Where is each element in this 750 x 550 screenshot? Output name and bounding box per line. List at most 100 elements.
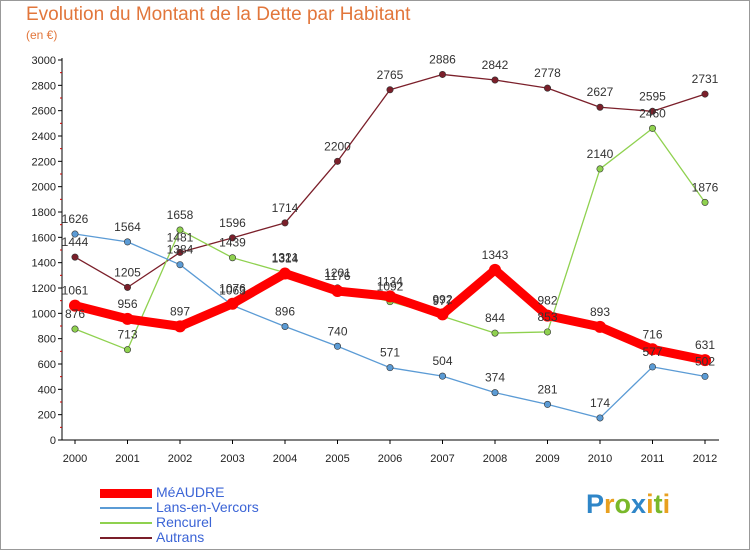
data-point: [384, 290, 396, 303]
legend-label: MéAUDRE: [156, 484, 225, 500]
x-tick-label: 2002: [168, 453, 192, 465]
y-tick-label: 800: [38, 334, 56, 346]
data-label: 571: [380, 346, 400, 360]
legend-swatch: [100, 537, 152, 539]
data-point: [71, 253, 79, 261]
data-point: [71, 230, 79, 238]
data-point: [229, 234, 237, 242]
chart-title: Evolution du Montant de la Dette par Hab…: [26, 4, 411, 25]
x-tick-label: 2010: [588, 453, 612, 465]
data-point: [543, 400, 551, 408]
y-tick-label: 200: [38, 410, 56, 422]
data-point: [333, 342, 341, 350]
data-label: 1343: [482, 248, 509, 262]
data-label: 1092: [377, 280, 404, 294]
data-label: 1626: [62, 212, 89, 226]
data-label: 1063: [219, 283, 246, 297]
data-point: [596, 165, 604, 173]
x-tick-label: 2004: [273, 453, 297, 465]
data-label: 1658: [167, 208, 194, 222]
data-point: [176, 248, 184, 256]
data-label: 992: [432, 292, 452, 306]
legend-swatch: [100, 522, 152, 524]
legend-label: Rencurel: [156, 514, 213, 530]
data-point: [226, 297, 239, 310]
data-point: [701, 198, 709, 206]
x-tick-label: 2007: [430, 453, 454, 465]
data-label: 1321: [272, 251, 299, 265]
data-label: 982: [537, 294, 557, 308]
data-point: [438, 372, 446, 380]
data-point: [124, 283, 132, 291]
data-label: 956: [117, 297, 137, 311]
y-tick-label: 2400: [32, 131, 56, 143]
data-point: [541, 309, 554, 322]
data-label: 1876: [692, 180, 719, 194]
x-tick-label: 2008: [483, 453, 507, 465]
data-point: [281, 219, 289, 227]
logo-letter: P: [586, 489, 605, 519]
data-label: 174: [590, 396, 610, 410]
y-tick-label: 1200: [32, 283, 56, 295]
x-tick-label: 2003: [220, 453, 244, 465]
data-label: 2595: [639, 89, 666, 103]
data-point: [596, 103, 604, 111]
data-point: [646, 343, 659, 356]
data-label: 1481: [167, 230, 194, 244]
logo-letter: r: [604, 489, 615, 519]
data-point: [69, 299, 81, 312]
data-label: 1444: [62, 235, 89, 249]
y-tick-label: 0: [50, 435, 56, 447]
data-point: [648, 124, 656, 132]
data-label: 2842: [482, 58, 509, 72]
data-label: 502: [695, 354, 715, 368]
data-point: [543, 328, 551, 336]
y-tick-label: 600: [38, 359, 56, 371]
y-tick-label: 2800: [32, 80, 56, 92]
data-label: 1134: [377, 274, 403, 288]
data-point: [281, 323, 289, 331]
data-label: 893: [590, 305, 610, 319]
data-point: [124, 238, 132, 246]
data-label: 1201: [324, 266, 351, 280]
legend-label: Autrans: [156, 529, 205, 545]
data-label: 2886: [429, 52, 456, 66]
y-tick-label: 2200: [32, 156, 56, 168]
data-label: 504: [432, 354, 452, 368]
data-point: [648, 363, 656, 371]
data-label: 897: [170, 304, 190, 318]
y-tick-label: 1800: [32, 207, 56, 219]
data-label: 631: [695, 338, 715, 352]
data-label: 853: [537, 310, 557, 324]
data-label: 716: [642, 327, 662, 341]
data-label: 1439: [219, 236, 246, 250]
legend-label: Lans-en-Vercors: [156, 499, 259, 515]
logo-letter: o: [614, 489, 632, 519]
data-label: 713: [117, 328, 137, 342]
data-point: [699, 354, 711, 367]
data-label: 740: [327, 324, 347, 338]
data-label: 2627: [587, 85, 614, 99]
data-point: [386, 86, 394, 94]
x-tick-label: 2001: [115, 453, 139, 465]
data-label: 1714: [272, 201, 299, 215]
data-label: 2460: [639, 106, 666, 120]
data-point: [279, 267, 291, 280]
data-point: [176, 226, 184, 234]
logo-letter: t: [653, 489, 663, 519]
data-point: [701, 372, 709, 380]
x-tick-label: 2006: [378, 453, 402, 465]
data-point: [491, 329, 499, 337]
data-label: 2778: [534, 66, 561, 80]
data-label: 1314: [272, 252, 299, 266]
data-point: [174, 320, 186, 333]
legend-swatch: [100, 488, 152, 498]
data-point: [596, 414, 604, 422]
data-label: 281: [537, 382, 557, 396]
data-point: [491, 76, 499, 84]
data-label: 577: [642, 345, 662, 359]
data-label: 977: [432, 294, 452, 308]
y-tick-label: 3000: [32, 55, 56, 67]
